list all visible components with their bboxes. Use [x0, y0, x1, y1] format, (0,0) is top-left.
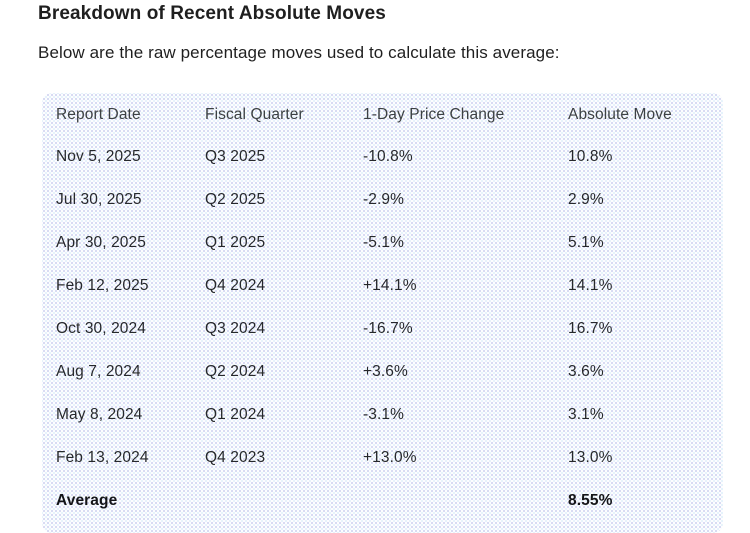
- fiscal-quarter-cell: Q3 2024: [205, 319, 266, 337]
- report-date-cell: May 8, 2024: [56, 405, 143, 423]
- table-row: Aug 7, 2024 Q2 2024 +3.6% 3.6%: [42, 350, 723, 393]
- fiscal-quarter-cell: Q2 2024: [205, 362, 266, 380]
- report-date-cell: Oct 30, 2024: [56, 319, 146, 337]
- page-title: Breakdown of Recent Absolute Moves: [38, 3, 386, 24]
- price-change-cell: -3.1%: [363, 405, 404, 423]
- fiscal-quarter-cell: Q4 2023: [205, 448, 266, 466]
- table-row: Nov 5, 2025 Q3 2025 -10.8% 10.8%: [42, 135, 723, 178]
- fiscal-quarter-cell: Q1 2024: [205, 405, 266, 423]
- report-date-cell: Feb 13, 2024: [56, 448, 149, 466]
- table-body: Nov 5, 2025 Q3 2025 -10.8% 10.8% Jul 30, 202…: [42, 135, 723, 479]
- price-change-cell: +13.0%: [363, 448, 417, 466]
- fiscal-quarter-cell: Q4 2024: [205, 276, 266, 294]
- table-row: Apr 30, 2025 Q1 2025 -5.1% 5.1%: [42, 221, 723, 264]
- price-change-cell: -16.7%: [363, 319, 413, 337]
- report-date-cell: Aug 7, 2024: [56, 362, 141, 380]
- absolute-move-cell: 16.7%: [568, 319, 613, 337]
- column-header-price-change: 1-Day Price Change: [363, 105, 505, 123]
- page-subtitle: Below are the raw percentage moves used …: [38, 43, 560, 62]
- column-header-fiscal-quarter: Fiscal Quarter: [205, 105, 304, 123]
- report-date-cell: Nov 5, 2025: [56, 147, 141, 165]
- price-change-cell: -10.8%: [363, 147, 413, 165]
- absolute-moves-table-card: Report Date Fiscal Quarter 1-Day Price Cha…: [42, 93, 723, 533]
- table-row: May 8, 2024 Q1 2024 -3.1% 3.1%: [42, 393, 723, 436]
- report-date-cell: Feb 12, 2025: [56, 276, 149, 294]
- fiscal-quarter-cell: Q3 2025: [205, 147, 266, 165]
- table-average-row: Average 8.55%: [42, 479, 723, 522]
- fiscal-quarter-cell: Q1 2025: [205, 233, 266, 251]
- table-row: Feb 13, 2024 Q4 2023 +13.0% 13.0%: [42, 436, 723, 479]
- report-date-cell: Apr 30, 2025: [56, 233, 146, 251]
- average-label: Average: [56, 491, 118, 509]
- report-date-cell: Jul 30, 2025: [56, 190, 142, 208]
- table-row: Jul 30, 2025 Q2 2025 -2.9% 2.9%: [42, 178, 723, 221]
- absolute-move-cell: 3.1%: [568, 405, 604, 423]
- average-value: 8.55%: [568, 491, 613, 509]
- table-row: Oct 30, 2024 Q3 2024 -16.7% 16.7%: [42, 307, 723, 350]
- table-header-row: Report Date Fiscal Quarter 1-Day Price Cha…: [42, 94, 723, 135]
- absolute-move-cell: 13.0%: [568, 448, 613, 466]
- column-header-report-date: Report Date: [56, 105, 141, 123]
- absolute-move-cell: 2.9%: [568, 190, 604, 208]
- table-row: Feb 12, 2025 Q4 2024 +14.1% 14.1%: [42, 264, 723, 307]
- column-header-absolute-move: Absolute Move: [568, 105, 672, 123]
- absolute-move-cell: 14.1%: [568, 276, 613, 294]
- price-change-cell: +3.6%: [363, 362, 408, 380]
- price-change-cell: -2.9%: [363, 190, 404, 208]
- absolute-move-cell: 3.6%: [568, 362, 604, 380]
- absolute-move-cell: 5.1%: [568, 233, 604, 251]
- price-change-cell: -5.1%: [363, 233, 404, 251]
- fiscal-quarter-cell: Q2 2025: [205, 190, 266, 208]
- absolute-move-cell: 10.8%: [568, 147, 613, 165]
- price-change-cell: +14.1%: [363, 276, 417, 294]
